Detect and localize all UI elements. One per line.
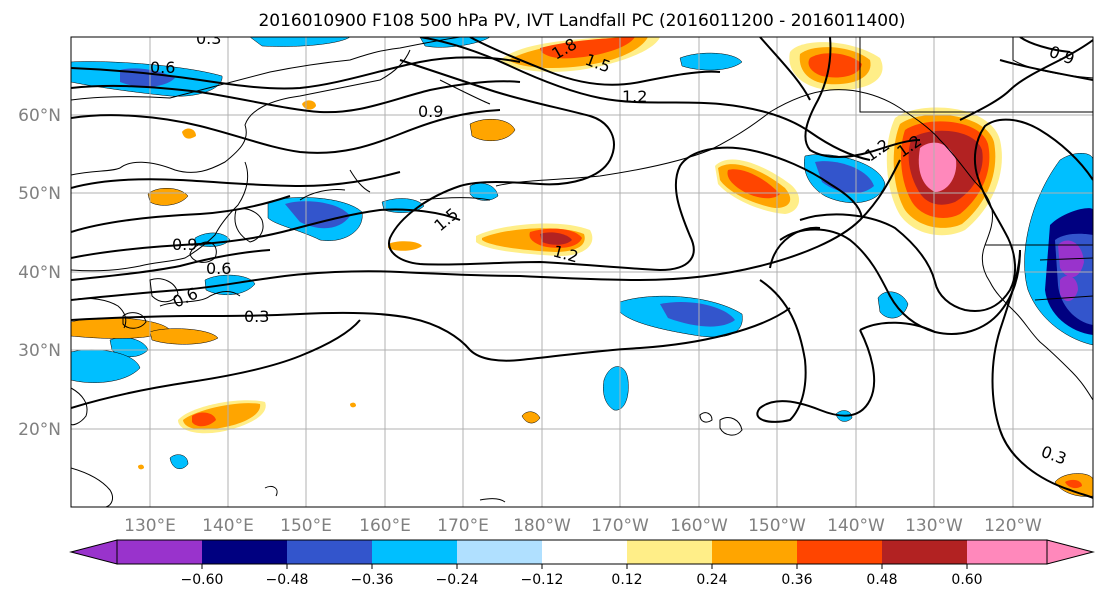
colorbar-tick-label: −0.24 bbox=[436, 572, 479, 588]
colorbar-outline bbox=[116, 539, 1048, 565]
lon-label-120w: 120°W bbox=[984, 516, 1042, 536]
colorbar-tick-label: 0.12 bbox=[611, 572, 642, 588]
lon-label-130e: 130°E bbox=[124, 516, 176, 536]
colorbar-bin bbox=[712, 540, 797, 564]
contour-label: 0.9 bbox=[172, 235, 197, 254]
latitude-labels: 60°N 50°N 40°N 30°N 20°N bbox=[18, 106, 61, 440]
colorbar-bin bbox=[542, 540, 627, 564]
lon-label-130w: 130°W bbox=[905, 516, 963, 536]
lat-label-50n: 50°N bbox=[18, 184, 61, 204]
contour-label: 0.3 bbox=[196, 29, 221, 48]
map-title: 2016010900 F108 500 hPa PV, IVT Landfall… bbox=[258, 11, 905, 31]
lon-label-170e: 170°E bbox=[437, 516, 489, 536]
colorbar-bin bbox=[287, 540, 372, 564]
contour-label: 0.9 bbox=[418, 102, 443, 121]
pv-contours bbox=[71, 37, 1093, 499]
colorbar-bin bbox=[882, 540, 967, 564]
colorbar-bin bbox=[117, 540, 202, 564]
lon-label-140w: 140°W bbox=[827, 516, 885, 536]
colorbar-bin bbox=[967, 540, 1047, 564]
contour-label: 0.6 bbox=[206, 259, 231, 278]
lat-label-20n: 20°N bbox=[18, 420, 61, 440]
colorbar-bin bbox=[627, 540, 712, 564]
colorbar-tick-label: −0.36 bbox=[351, 572, 394, 588]
lat-label-30n: 30°N bbox=[18, 341, 61, 361]
colorbar: −0.60 −0.48 −0.36 −0.24 −0.12 0.12 0.24 … bbox=[69, 539, 1095, 588]
colorbar-tick-label: −0.48 bbox=[266, 572, 309, 588]
lon-label-170w: 170°W bbox=[591, 516, 649, 536]
graticule bbox=[71, 37, 1093, 507]
contour-label: 0.3 bbox=[244, 307, 269, 326]
lat-label-40n: 40°N bbox=[18, 263, 61, 283]
colorbar-tick-label: −0.60 bbox=[181, 572, 224, 588]
lon-label-160w: 160°W bbox=[670, 516, 728, 536]
contour-label: 0.6 bbox=[150, 58, 175, 77]
coastlines bbox=[71, 37, 1093, 507]
map-frame bbox=[70, 36, 1094, 508]
colorbar-tick-label: 0.60 bbox=[951, 572, 982, 588]
colorbar-max-extend bbox=[1046, 539, 1095, 565]
colorbar-tick-label: 0.36 bbox=[781, 572, 812, 588]
colorbar-min-extend bbox=[69, 539, 118, 565]
lon-label-140e: 140°E bbox=[202, 516, 254, 536]
lon-label-150w: 150°W bbox=[748, 516, 806, 536]
colorbar-bin bbox=[202, 540, 287, 564]
pv-anomaly-shading bbox=[71, 37, 1093, 497]
lon-label-160e: 160°E bbox=[359, 516, 411, 536]
colorbar-tick-label: 0.48 bbox=[866, 572, 897, 588]
colorbar-tick-label: 0.24 bbox=[696, 572, 727, 588]
longitude-labels: 130°E 140°E 150°E 160°E 170°E 180°W 170°… bbox=[124, 516, 1042, 536]
lat-label-60n: 60°N bbox=[18, 106, 61, 126]
colorbar-tick-label: −0.12 bbox=[521, 572, 564, 588]
map-panel: 0.3 0.6 0.9 1.2 1.5 1.8 0.9 0.6 0.6 0.3 … bbox=[71, 29, 1093, 507]
colorbar-bin bbox=[797, 540, 882, 564]
lon-label-180w: 180°W bbox=[513, 516, 571, 536]
colorbar-bin bbox=[457, 540, 542, 564]
colorbar-bin bbox=[372, 540, 457, 564]
contour-label: 1.2 bbox=[622, 87, 647, 106]
lon-label-150e: 150°E bbox=[280, 516, 332, 536]
positive-anomaly-regions bbox=[71, 37, 1093, 497]
